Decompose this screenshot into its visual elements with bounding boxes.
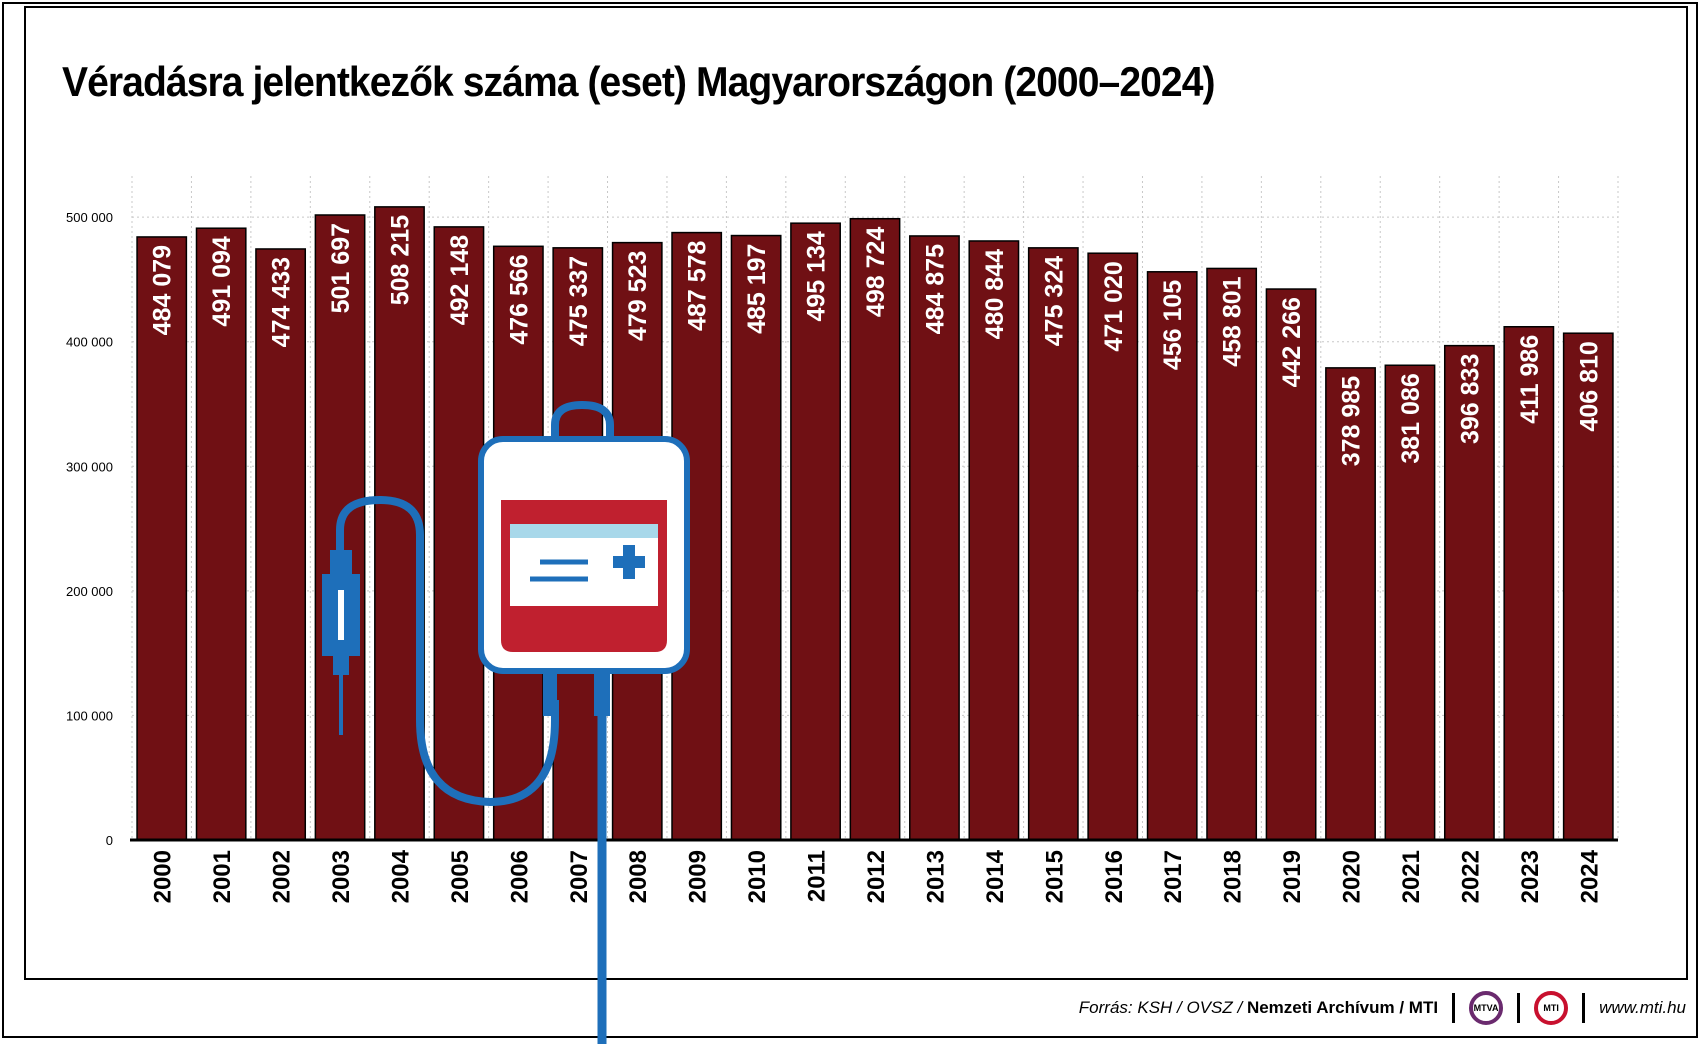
bar bbox=[1562, 332, 1614, 841]
bar-value-label: 442 266 bbox=[1278, 297, 1306, 387]
bar-value-label: 492 148 bbox=[446, 235, 474, 325]
x-tick-label: 2020 bbox=[1339, 850, 1366, 903]
bar bbox=[1384, 364, 1436, 841]
bar bbox=[1206, 267, 1258, 841]
bar bbox=[909, 235, 960, 841]
x-tick-label: 2014 bbox=[982, 849, 1009, 903]
bar-value-label: 475 324 bbox=[1040, 256, 1068, 346]
x-tick-label: 2002 bbox=[269, 850, 296, 903]
bar bbox=[314, 214, 366, 841]
bar bbox=[849, 217, 901, 841]
x-tick-label: 2012 bbox=[863, 850, 890, 903]
plus-icon bbox=[613, 545, 645, 579]
bar-value-label: 484 875 bbox=[921, 244, 949, 334]
bar bbox=[790, 222, 841, 841]
y-tick-label: 0 bbox=[106, 833, 113, 848]
bag-hanger bbox=[551, 400, 614, 440]
bar bbox=[1027, 247, 1079, 841]
bar-value-label: 396 833 bbox=[1456, 354, 1484, 444]
x-tick-label: 2004 bbox=[387, 849, 414, 903]
x-axis: 2000 2001 2002 2003 2004 2005 2006 2007 2008 2009… bbox=[130, 838, 1618, 903]
x-tick-label: 2001 bbox=[209, 850, 236, 903]
y-axis: 0 100 000 200 000 300 000 400 000 500 000 bbox=[66, 210, 113, 848]
source-prefix: Forrás: KSH / OVSZ / bbox=[1078, 998, 1247, 1017]
x-tick-label: 2013 bbox=[922, 850, 949, 903]
bar-value-label: 487 578 bbox=[684, 240, 712, 330]
grid-lines bbox=[131, 176, 1619, 840]
x-tick-label: 2011 bbox=[804, 850, 831, 902]
x-tick-label: 2000 bbox=[150, 850, 177, 903]
mti-logo: MTI bbox=[1534, 991, 1569, 1025]
bar bbox=[433, 226, 485, 841]
separator bbox=[1517, 993, 1521, 1023]
y-tick-label: 500 000 bbox=[66, 210, 113, 225]
source-bold: Nemzeti Archívum / MTI bbox=[1246, 998, 1439, 1017]
bar-value-label: 480 844 bbox=[981, 249, 1009, 339]
bar-value-label: 498 724 bbox=[862, 227, 890, 317]
bar-value-label: 406 810 bbox=[1575, 341, 1603, 431]
y-tick-label: 200 000 bbox=[66, 584, 113, 599]
x-tick-label: 2017 bbox=[1160, 850, 1187, 903]
bar bbox=[1443, 344, 1495, 841]
x-tick-label: 2007 bbox=[566, 850, 593, 903]
bar-value-label: 501 697 bbox=[327, 223, 355, 313]
chart-title: Véradásra jelentkezők száma (eset) Magya… bbox=[62, 58, 1216, 105]
tube-loop bbox=[336, 495, 559, 807]
x-tick-label: 2010 bbox=[744, 850, 771, 903]
x-tick-label: 2016 bbox=[1101, 850, 1128, 903]
y-tick-label: 400 000 bbox=[66, 335, 113, 350]
bar bbox=[968, 240, 1020, 841]
separator bbox=[1452, 993, 1456, 1023]
separator bbox=[1582, 993, 1586, 1023]
x-tick-label: 2015 bbox=[1041, 850, 1068, 903]
bar-value-label: 508 215 bbox=[386, 215, 414, 305]
bar-value-label: 475 337 bbox=[565, 256, 593, 346]
bar-value-label: 485 197 bbox=[743, 244, 771, 334]
bar-value-label: 476 566 bbox=[505, 254, 533, 344]
y-tick-label: 100 000 bbox=[66, 708, 113, 723]
bar-value-label: 491 094 bbox=[208, 236, 236, 326]
bar-value-label: 411 986 bbox=[1516, 335, 1544, 424]
x-tick-label: 2006 bbox=[506, 850, 533, 903]
source-credit: Forrás: KSH / OVSZ / Nemzeti Archívum / … bbox=[1079, 998, 1438, 1018]
bar-value-label: 495 134 bbox=[803, 231, 831, 321]
syringe-icon bbox=[322, 550, 360, 735]
x-tick-label: 2022 bbox=[1457, 850, 1484, 903]
x-tick-label: 2008 bbox=[625, 850, 652, 903]
bar bbox=[1087, 252, 1139, 841]
x-tick-label: 2023 bbox=[1517, 850, 1544, 903]
bar-value-label: 471 020 bbox=[1100, 261, 1128, 351]
bar bbox=[1325, 367, 1376, 841]
bars: 484 079 491 094 474 433 501 697 508 215 492 1… bbox=[136, 206, 1614, 841]
website-link[interactable]: www.mti.hu bbox=[1599, 998, 1686, 1017]
x-tick-label: 2021 bbox=[1398, 850, 1425, 903]
bar bbox=[1265, 288, 1317, 841]
bar bbox=[195, 227, 247, 841]
y-tick-label: 300 000 bbox=[66, 459, 113, 474]
bar-value-label: 484 079 bbox=[149, 245, 177, 335]
x-tick-label: 2019 bbox=[1279, 850, 1306, 903]
blood-bag-icon bbox=[322, 400, 690, 1044]
x-tick-label: 2024 bbox=[1576, 849, 1603, 903]
x-tick-label: 2005 bbox=[447, 850, 474, 903]
bar-value-label: 458 801 bbox=[1219, 276, 1247, 366]
x-tick-label: 2018 bbox=[1220, 850, 1247, 903]
bar-value-label: 474 433 bbox=[268, 257, 296, 347]
bar bbox=[1146, 271, 1198, 841]
mtva-logo: MTVA bbox=[1469, 991, 1504, 1025]
bar-value-label: 378 985 bbox=[1338, 376, 1366, 466]
bar-value-label: 381 086 bbox=[1397, 373, 1425, 463]
bar bbox=[1503, 326, 1555, 841]
x-tick-label: 2003 bbox=[328, 850, 355, 903]
footer: Forrás: KSH / OVSZ / Nemzeti Archívum / … bbox=[1079, 990, 1686, 1026]
bar-value-label: 479 523 bbox=[624, 251, 652, 341]
x-tick-label: 2009 bbox=[685, 850, 712, 903]
bar-value-label: 456 105 bbox=[1159, 280, 1187, 370]
